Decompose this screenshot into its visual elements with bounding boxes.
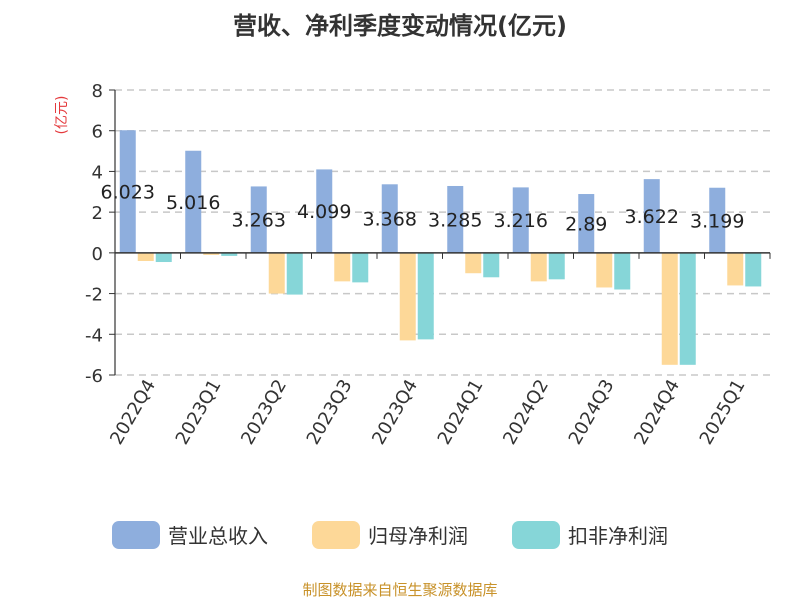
bar-revenue (447, 185, 464, 253)
legend-swatch (312, 521, 360, 549)
bar-deducted-net-profit (679, 252, 696, 365)
y-tick-label: -6 (85, 366, 103, 387)
data-label: 3.368 (363, 209, 417, 231)
bar-deducted-net-profit (483, 252, 500, 278)
bar-deducted-net-profit (286, 252, 303, 295)
data-label: 6.023 (101, 182, 155, 204)
data-label: 2.89 (565, 213, 607, 235)
y-axis-unit: (亿元) (54, 96, 70, 135)
legend-label: 归母净利润 (368, 524, 468, 548)
bar-revenue (643, 179, 660, 253)
y-tick-label: -2 (85, 285, 103, 306)
bar-deducted-net-profit (155, 252, 172, 263)
bar-revenue (185, 150, 202, 253)
bar-net-profit (268, 252, 285, 294)
data-labels: 6.023 5.016 3.263 4.099 3.368 3.285 3.216 2.89 3… (101, 182, 745, 236)
bar-net-profit (727, 252, 744, 286)
bar-revenue (709, 187, 726, 253)
x-axis-ticks: 2022Q4 2023Q1 2023Q2 2023Q3 2023Q4 2024Q1 2024… (106, 376, 749, 448)
y-axis-ticks: 8 6 4 2 0 -2 -4 -6 (85, 81, 115, 387)
data-label: 4.099 (297, 201, 351, 223)
data-label: 3.622 (625, 206, 679, 228)
x-tick-label: 2023Q3 (303, 376, 357, 448)
legend-swatch (512, 521, 560, 549)
legend: 营业总收入 归母净利润 扣非净利润 (112, 521, 668, 549)
bar-revenue (316, 169, 333, 253)
y-tick-label: 4 (92, 162, 103, 183)
x-tick-label: 2024Q2 (499, 376, 553, 448)
x-tick-label: 2023Q4 (368, 376, 422, 448)
bar-net-profit (596, 252, 613, 288)
bar-deducted-net-profit (352, 252, 369, 283)
legend-label: 营业总收入 (168, 524, 268, 548)
bars (119, 130, 762, 365)
bar-net-profit (465, 252, 482, 274)
bar-deducted-net-profit (417, 252, 434, 340)
bar-net-profit (661, 252, 678, 365)
bar-net-profit (334, 252, 351, 282)
y-tick-label: -4 (85, 325, 103, 346)
x-tick-label: 2024Q4 (630, 376, 684, 448)
bar-deducted-net-profit (745, 252, 762, 287)
source-note: 制图数据来自恒生聚源数据库 (302, 581, 497, 599)
data-label: 3.263 (232, 210, 286, 232)
x-tick-label: 2022Q4 (106, 376, 160, 448)
bar-net-profit (137, 252, 154, 261)
legend-label: 扣非净利润 (568, 524, 668, 548)
data-label: 5.016 (166, 192, 220, 214)
x-tick-label: 2023Q1 (172, 376, 226, 448)
bar-net-profit (530, 252, 547, 282)
bar-deducted-net-profit (548, 252, 565, 280)
bar-deducted-net-profit (614, 252, 631, 290)
bar-revenue (119, 130, 136, 253)
bar-deducted-net-profit (221, 252, 238, 256)
axes (114, 90, 771, 375)
grid-lines (115, 89, 770, 376)
bar-revenue (381, 184, 398, 253)
y-tick-label: 6 (92, 122, 103, 143)
x-tick-label: 2024Q1 (434, 376, 488, 448)
legend-swatch (112, 521, 160, 549)
y-tick-label: 8 (92, 81, 103, 102)
x-tick-label: 2025Q1 (696, 376, 750, 448)
bar-net-profit (399, 252, 416, 341)
bar-revenue (512, 187, 529, 253)
data-label: 3.216 (494, 210, 548, 232)
bar-net-profit (203, 252, 220, 255)
x-tick-label: 2024Q3 (565, 376, 619, 448)
bar-revenue (250, 186, 267, 253)
bar-revenue (578, 194, 595, 253)
data-label: 3.199 (690, 210, 744, 232)
y-tick-label: 0 (92, 244, 103, 265)
data-label: 3.285 (428, 209, 482, 231)
chart-title: 营收、净利季度变动情况(亿元) (233, 12, 567, 40)
y-tick-label: 2 (92, 203, 103, 224)
x-tick-label: 2023Q2 (237, 376, 291, 448)
